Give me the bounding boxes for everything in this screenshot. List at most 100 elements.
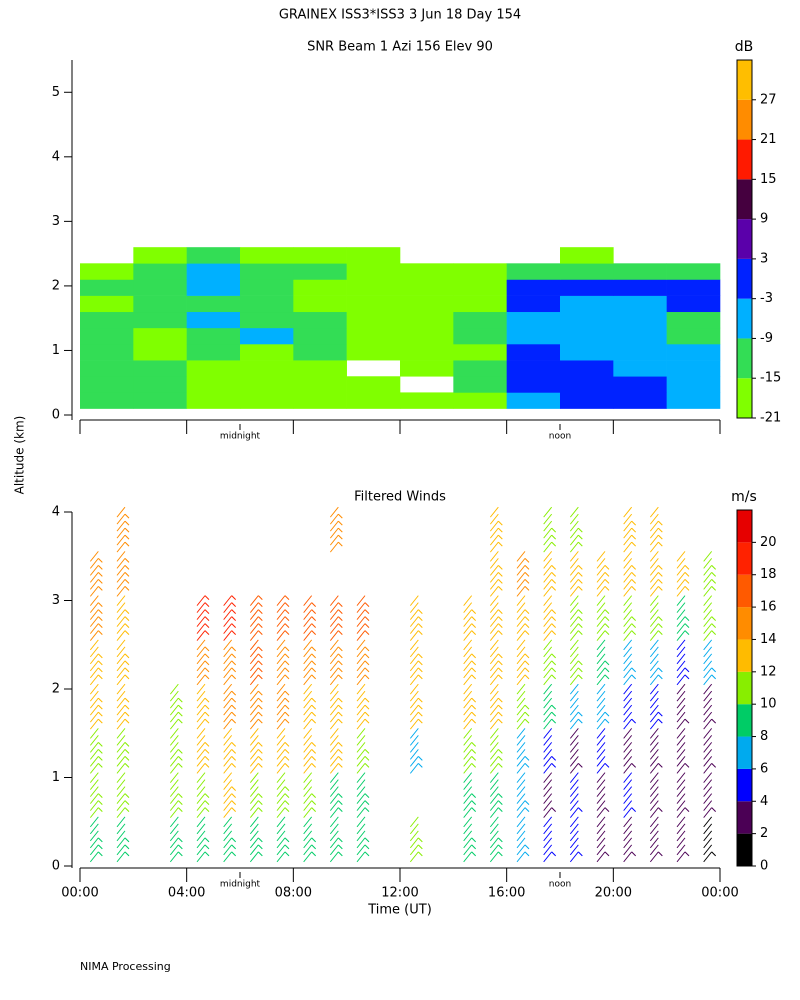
x-tick-label: 20:00 <box>595 886 632 901</box>
snr-cell <box>453 279 507 296</box>
snr-cell <box>666 376 721 393</box>
colorbar-swatch <box>737 219 752 259</box>
wind-barb <box>169 728 183 774</box>
x-tick-label: 12:00 <box>381 886 418 901</box>
colorbar-tick-label: 12 <box>760 664 777 679</box>
colorbar-tick-label: 9 <box>760 212 768 227</box>
colorbar-swatch <box>737 258 752 299</box>
snr-cell <box>293 279 347 296</box>
wind-barb <box>303 683 317 730</box>
wind-barb <box>596 772 610 818</box>
colorbar-swatch <box>737 833 752 866</box>
snr-cell <box>80 263 134 280</box>
snr-cell <box>240 392 294 409</box>
colorbar-tick-label: -21 <box>760 411 781 426</box>
snr-cell <box>400 263 454 280</box>
colorbar-swatch <box>737 378 752 418</box>
wind-barb <box>249 728 263 774</box>
snr-cell <box>666 360 721 377</box>
snr-cell <box>666 392 721 409</box>
colorbar-swatch <box>737 574 752 608</box>
wind-barb <box>356 772 370 818</box>
wind-barb <box>303 639 317 686</box>
wind-barb <box>116 551 130 597</box>
colorbar-tick-label: 6 <box>760 761 768 776</box>
wind-barb <box>249 595 263 641</box>
wind-barb <box>303 595 317 641</box>
wind-barb <box>543 772 557 818</box>
chart-title: Filtered Winds <box>354 490 446 505</box>
snr-cell <box>666 263 721 280</box>
snr-cell <box>133 344 187 361</box>
snr-cell <box>186 376 241 393</box>
wind-barb <box>196 595 210 641</box>
snr-cell <box>506 392 561 409</box>
wind-barb <box>463 772 477 818</box>
x-tick-label: 16:00 <box>488 886 525 901</box>
wind-barb <box>676 551 690 597</box>
colorbar-tick-label: 10 <box>760 697 777 712</box>
wind-barb <box>329 595 343 641</box>
x-tick-label: 08:00 <box>275 886 312 901</box>
snr-cell <box>293 392 347 409</box>
snr-cell <box>453 311 507 329</box>
wind-barb <box>649 683 663 730</box>
snr-cell <box>560 327 614 345</box>
wind-barb <box>516 551 530 597</box>
snr-cell <box>293 295 347 313</box>
wind-barb <box>276 683 290 730</box>
colorbar-tick-label: 4 <box>760 794 768 809</box>
snr-cell <box>186 392 241 409</box>
snr-cell <box>560 295 614 313</box>
wind-barb <box>356 683 370 730</box>
wind-barb <box>543 683 557 730</box>
snr-cell <box>240 295 294 313</box>
snr-cell <box>560 376 614 393</box>
wind-barb <box>89 595 103 641</box>
snr-cell <box>453 295 507 313</box>
snr-cell <box>293 360 347 377</box>
wind-barb <box>569 506 583 553</box>
wind-barb <box>249 772 263 818</box>
y-tick-label: 4 <box>52 149 60 164</box>
wind-barb <box>649 728 663 774</box>
snr-cell <box>186 327 241 345</box>
wind-barb <box>569 683 583 730</box>
colorbar-tick-label: -3 <box>760 291 773 306</box>
snr-cell <box>613 295 667 313</box>
wind-barb <box>676 639 690 686</box>
wind-barb <box>356 595 370 641</box>
wind-barb <box>276 728 290 774</box>
wind-barb <box>169 772 183 818</box>
wind-barb <box>516 816 530 863</box>
snr-cell <box>560 344 614 361</box>
snr-cell <box>80 344 134 361</box>
snr-cell <box>80 311 134 329</box>
wind-barb <box>703 772 717 818</box>
snr-cell <box>240 327 294 345</box>
wind-barb <box>409 816 423 863</box>
wind-barb <box>89 772 103 818</box>
wind-barb <box>463 728 477 774</box>
colorbar-label: dB <box>735 39 754 55</box>
colorbar-swatch <box>737 607 752 640</box>
snr-cell <box>293 247 347 264</box>
wind-barb <box>569 639 583 686</box>
wind-barb <box>543 595 557 641</box>
wind-barb <box>223 728 237 774</box>
wind-barb <box>623 506 637 553</box>
snr-cell <box>293 327 347 345</box>
snr-cell <box>293 311 347 329</box>
colorbar-tick-label: -9 <box>760 331 773 346</box>
colorbar-swatch <box>737 179 752 220</box>
colorbar-tick-label: 3 <box>760 251 768 266</box>
wind-barb <box>89 551 103 597</box>
wind-barb <box>409 595 423 641</box>
wind-barb <box>649 595 663 641</box>
wind-barb <box>489 595 503 641</box>
snr-cell <box>506 376 561 393</box>
colorbar-tick-label: 15 <box>760 172 777 187</box>
snr-cell <box>186 295 241 313</box>
wind-barb <box>303 728 317 774</box>
snr-cell <box>506 279 561 296</box>
